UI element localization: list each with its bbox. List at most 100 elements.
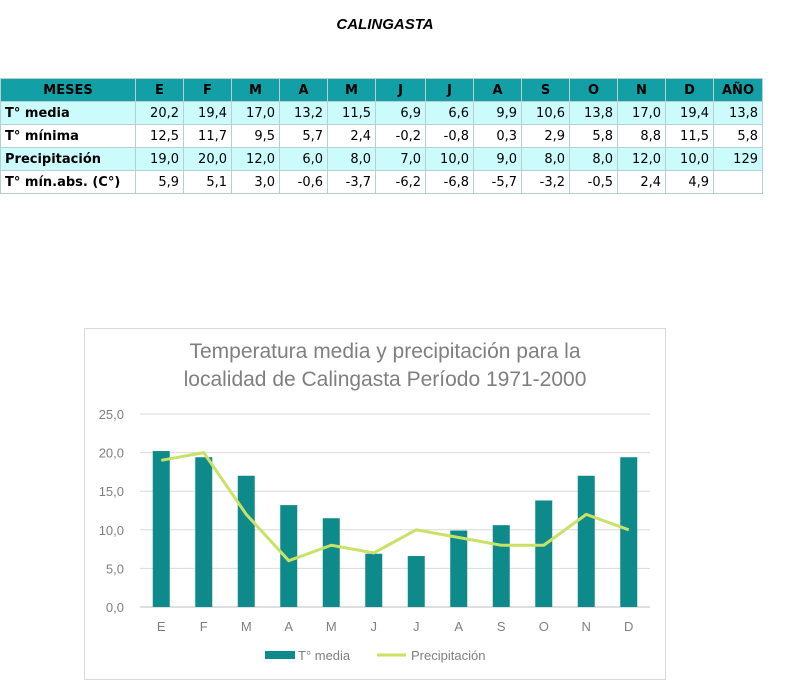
table-cell: 12,0 [617, 147, 666, 171]
chart: Temperatura media y precipitación para l… [99, 340, 650, 663]
table-cell: 9,5 [231, 124, 280, 148]
bar-tmedia [620, 457, 638, 607]
table-cell: 19,0 [135, 147, 184, 171]
bar-tmedia [237, 475, 255, 607]
table-cell: -5,7 [473, 170, 522, 194]
x-tick-label: A [284, 619, 293, 634]
x-tick-label: M [326, 619, 337, 634]
table-cell: 5,1 [183, 170, 232, 194]
table-cell: 2,9 [521, 124, 570, 148]
table-cell: 8,0 [521, 147, 570, 171]
header-cell: F [183, 78, 232, 102]
table-cell: 5,7 [279, 124, 328, 148]
table-cell: -0,6 [279, 170, 328, 194]
table-cell: 5,9 [135, 170, 184, 194]
table-cell: -0,5 [569, 170, 618, 194]
bar-tmedia [492, 525, 510, 607]
header-cell: M [231, 78, 280, 102]
table-cell: 19,4 [183, 101, 232, 125]
table-cell: 9,9 [473, 101, 522, 125]
table-cell: 12,0 [231, 147, 280, 171]
table-header-row: MESES E F M A M J J A S O N D AÑO [0, 78, 763, 102]
table-cell: 8,8 [617, 124, 666, 148]
header-cell: J [425, 78, 474, 102]
table-cell: 129 [713, 147, 763, 171]
header-cell: J [375, 78, 426, 102]
x-tick-label: S [497, 619, 506, 634]
header-cell: S [521, 78, 570, 102]
table-cell: -6,8 [425, 170, 474, 194]
line-precipitacion [160, 451, 630, 563]
row-label: T° media [0, 101, 136, 125]
bar-tmedia [535, 500, 553, 607]
table-cell: 2,4 [327, 124, 376, 148]
table-cell: 6,9 [375, 101, 426, 125]
table-cell: 0,3 [473, 124, 522, 148]
table-cell: 8,0 [569, 147, 618, 171]
table-cell: 5,8 [713, 124, 763, 148]
page-title: CALINGASTA [336, 16, 434, 33]
table-cell: 20,2 [135, 101, 184, 125]
table-cell: 10,0 [425, 147, 474, 171]
legend-label-precipitacion: Precipitación [411, 648, 485, 663]
header-cell: E [135, 78, 184, 102]
row-label: Precipitación [0, 147, 136, 171]
table-cell: 8,0 [327, 147, 376, 171]
bar-tmedia [365, 553, 383, 607]
table-cell: 3,0 [231, 170, 280, 194]
bar-tmedia [152, 451, 170, 607]
x-tick-label: D [624, 619, 633, 634]
table-cell: 20,0 [183, 147, 232, 171]
y-tick-label: 15,0 [99, 484, 124, 499]
bar-tmedia [280, 505, 298, 607]
x-tick-label: N [582, 619, 591, 634]
x-tick-label: O [539, 619, 549, 634]
row-label: T° mín.abs. (C°) [0, 170, 136, 194]
table-row: T° mín.abs. (C°) 5,9 5,1 3,0 -0,6 -3,7 -6,2 -6,… [0, 170, 763, 194]
table-cell: 19,4 [665, 101, 714, 125]
table-cell: -3,7 [327, 170, 376, 194]
y-tick-label: 20,0 [99, 446, 124, 461]
table-cell: 4,9 [665, 170, 714, 194]
table-cell: 12,5 [135, 124, 184, 148]
table-cell: 10,6 [521, 101, 570, 125]
table-row: T° mínima 12,5 11,7 9,5 5,7 2,4 -0,2 -0,8 0,3 2,9… [0, 124, 763, 148]
chart-title-line: localidad de Calingasta Período 1971-200… [184, 368, 587, 391]
legend-label-tmedia: T° media [298, 648, 351, 663]
table-cell: 17,0 [231, 101, 280, 125]
climate-table: MESES E F M A M J J A S O N D AÑO T° media 20,2 19,4 17,… [0, 78, 763, 194]
header-cell: N [617, 78, 666, 102]
header-cell: D [665, 78, 714, 102]
x-tick-label: J [371, 619, 378, 634]
chart-frame [84, 328, 666, 680]
y-tick-label: 10,0 [99, 523, 124, 538]
table-cell: -0,8 [425, 124, 474, 148]
x-tick-label: A [454, 619, 463, 634]
legend-swatch-tmedia [265, 651, 295, 659]
row-label: T° mínima [0, 124, 136, 148]
table-cell [713, 170, 763, 194]
bar-tmedia [407, 556, 425, 607]
header-meses: MESES [0, 78, 136, 102]
table-cell: 11,5 [665, 124, 714, 148]
bar-tmedia [450, 530, 468, 607]
table-cell: 13,2 [279, 101, 328, 125]
x-tick-label: M [241, 619, 252, 634]
header-cell: M [327, 78, 376, 102]
table-cell: 11,7 [183, 124, 232, 148]
y-tick-label: 25,0 [99, 407, 124, 422]
table-cell: -3,2 [521, 170, 570, 194]
table-cell: 10,0 [665, 147, 714, 171]
table-cell: -6,2 [375, 170, 426, 194]
table-cell: 6,0 [279, 147, 328, 171]
header-cell: O [569, 78, 618, 102]
table-row: T° media 20,2 19,4 17,0 13,2 11,5 6,9 6,6 9,9 10,… [0, 101, 763, 125]
header-cell: A [279, 78, 328, 102]
y-tick-label: 5,0 [106, 561, 124, 576]
y-tick-label: 0,0 [106, 600, 124, 615]
header-cell: AÑO [713, 78, 763, 102]
bar-tmedia [577, 475, 595, 607]
table-row: Precipitación 19,0 20,0 12,0 6,0 8,0 7,0 10,0 9,… [0, 147, 763, 171]
chart-title-line: Temperatura media y precipitación para l… [189, 340, 580, 363]
table-cell: -0,2 [375, 124, 426, 148]
